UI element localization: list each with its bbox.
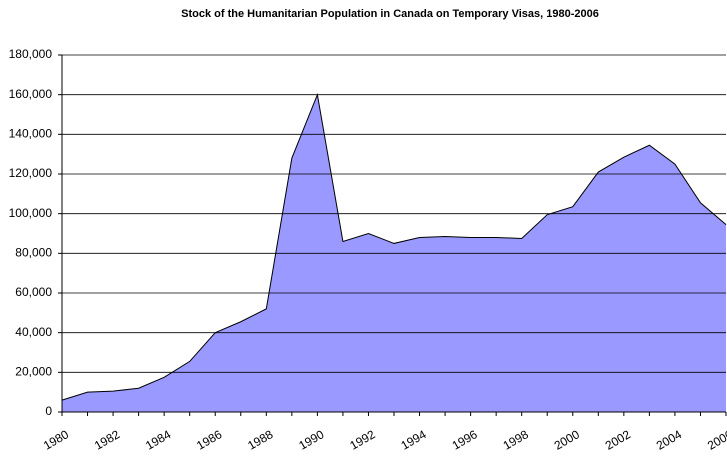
x-tick-label: 2002: [603, 427, 633, 453]
x-tick-label: 1998: [501, 427, 531, 453]
chart-title: Stock of the Humanitarian Population in …: [181, 8, 599, 20]
x-tick-label: 1980: [41, 427, 71, 453]
y-tick-label: 0: [45, 404, 52, 418]
x-tick-label: 1990: [296, 427, 326, 453]
y-tick-label: 140,000: [9, 127, 53, 141]
y-tick-label: 180,000: [9, 47, 53, 61]
x-tick-label: 1984: [143, 427, 173, 453]
x-tick-label: 1996: [450, 427, 480, 453]
y-tick-label: 60,000: [15, 285, 52, 299]
x-tick-label: 2006: [705, 427, 727, 453]
y-tick-label: 20,000: [15, 365, 52, 379]
y-tick-label: 40,000: [15, 325, 52, 339]
y-tick-label: 100,000: [9, 206, 53, 220]
x-tick-label: 2000: [552, 427, 582, 453]
y-tick-label: 160,000: [9, 87, 53, 101]
x-tick-label: 1994: [398, 427, 428, 453]
y-tick-label: 80,000: [15, 246, 52, 260]
x-tick-label: 1986: [194, 427, 224, 453]
x-tick-label: 2004: [654, 427, 684, 453]
x-tick-label: 1992: [347, 427, 377, 453]
x-tick-label: 1982: [92, 427, 122, 453]
y-tick-label: 120,000: [9, 166, 53, 180]
x-tick-label: 1988: [245, 427, 275, 453]
